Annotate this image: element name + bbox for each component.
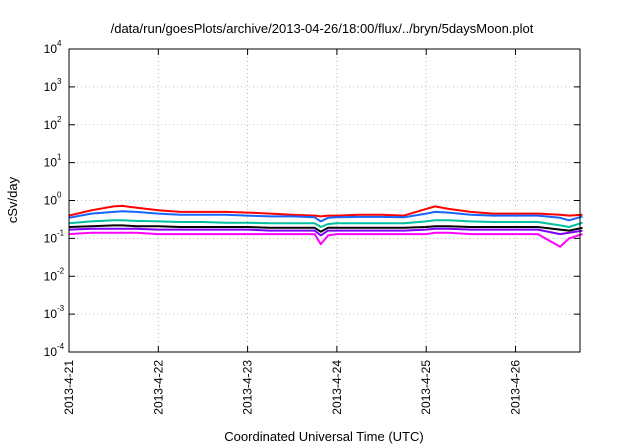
y-tick-exponent: 2 <box>57 115 62 124</box>
series-line-4 <box>68 224 583 233</box>
y-tick-label: 10 <box>44 80 58 94</box>
series-line-6 <box>68 231 583 248</box>
y-tick-exponent: -4 <box>57 342 65 351</box>
y-tick-exponent: 3 <box>57 77 62 86</box>
series-layer <box>68 204 583 248</box>
x-axis: 2013-4-21 2013-4-22 2013-4-23 2013-4-24 2013… <box>62 49 523 415</box>
series-line-5 <box>68 227 583 237</box>
series-line-3 <box>68 219 583 228</box>
y-tick-label: 10 <box>44 118 58 132</box>
grid <box>69 49 580 352</box>
x-tick-label: 2013-4-25 <box>419 360 433 415</box>
x-axis-label: Coordinated Universal Time (UTC) <box>224 429 423 444</box>
y-tick-exponent: -3 <box>57 304 65 313</box>
y-tick-exponent: 0 <box>57 191 62 200</box>
y-tick-exponent: 4 <box>57 39 62 48</box>
y-tick-label: 10 <box>44 307 58 321</box>
y-tick-exponent: -2 <box>57 266 65 275</box>
y-tick-label: 10 <box>44 345 58 359</box>
y-axis-label: cSv/day <box>5 176 20 223</box>
x-tick-label: 2013-4-22 <box>151 360 165 415</box>
y-tick-label: 10 <box>44 194 58 208</box>
y-tick-label: 10 <box>44 156 58 170</box>
y-tick-exponent: 1 <box>57 153 62 162</box>
x-tick-label: 2013-4-26 <box>509 360 523 415</box>
y-tick-label: 10 <box>44 269 58 283</box>
y-tick-label: 10 <box>44 42 58 56</box>
y-tick-label: 10 <box>44 231 58 245</box>
chart-title: /data/run/goesPlots/archive/2013-04-26/1… <box>111 21 534 36</box>
series-line-1 <box>68 204 583 218</box>
x-tick-label: 2013-4-24 <box>330 360 344 415</box>
y-tick-exponent: -1 <box>57 228 65 237</box>
x-tick-label: 2013-4-21 <box>62 360 76 415</box>
x-tick-label: 2013-4-23 <box>241 360 255 415</box>
series-line-2 <box>68 210 583 223</box>
